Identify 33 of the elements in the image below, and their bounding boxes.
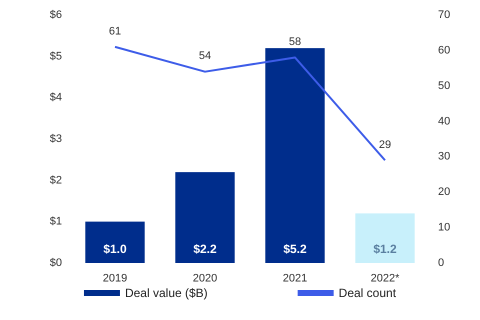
- y-tick-label: $5: [50, 50, 62, 62]
- bar: [175, 172, 235, 263]
- y2-tick-label: 70: [438, 9, 450, 21]
- y2-tick-label: 60: [438, 44, 450, 56]
- y-tick-label: $6: [50, 9, 62, 21]
- y2-tick-label: 20: [438, 186, 450, 198]
- y-tick-label: $3: [50, 133, 62, 145]
- bar: [265, 48, 325, 263]
- legend-label: Deal count: [338, 286, 397, 300]
- data-label: $1.0: [103, 242, 127, 256]
- x-tick-label: 2022*: [370, 272, 400, 284]
- data-label: $5.2: [283, 242, 307, 256]
- data-label: $1.2: [373, 242, 397, 256]
- data-label: 58: [288, 36, 302, 48]
- y2-tick-label: 40: [438, 115, 450, 128]
- data-label: 29: [378, 138, 392, 151]
- x-tick-label: 2021: [282, 272, 308, 284]
- data-label: 54: [198, 50, 212, 62]
- legend-label: Deal value ($B): [124, 286, 208, 300]
- y-tick-label: $1: [50, 216, 62, 228]
- y2-tick-label: 50: [438, 80, 450, 92]
- y2-tick-label: 10: [438, 222, 450, 234]
- data-label: $2.2: [193, 242, 217, 256]
- y2-tick-label: 30: [438, 150, 450, 163]
- y2-tick-label: 0: [438, 257, 444, 269]
- y-tick-label: $4: [50, 92, 62, 104]
- bar: [85, 222, 145, 263]
- y-tick-label: $0: [50, 257, 62, 269]
- x-tick-label: 2019: [102, 272, 128, 284]
- x-tick-label: 2020: [192, 272, 218, 284]
- data-label: 61: [108, 25, 122, 38]
- bar: [355, 213, 415, 263]
- y-tick-label: $2: [50, 174, 62, 186]
